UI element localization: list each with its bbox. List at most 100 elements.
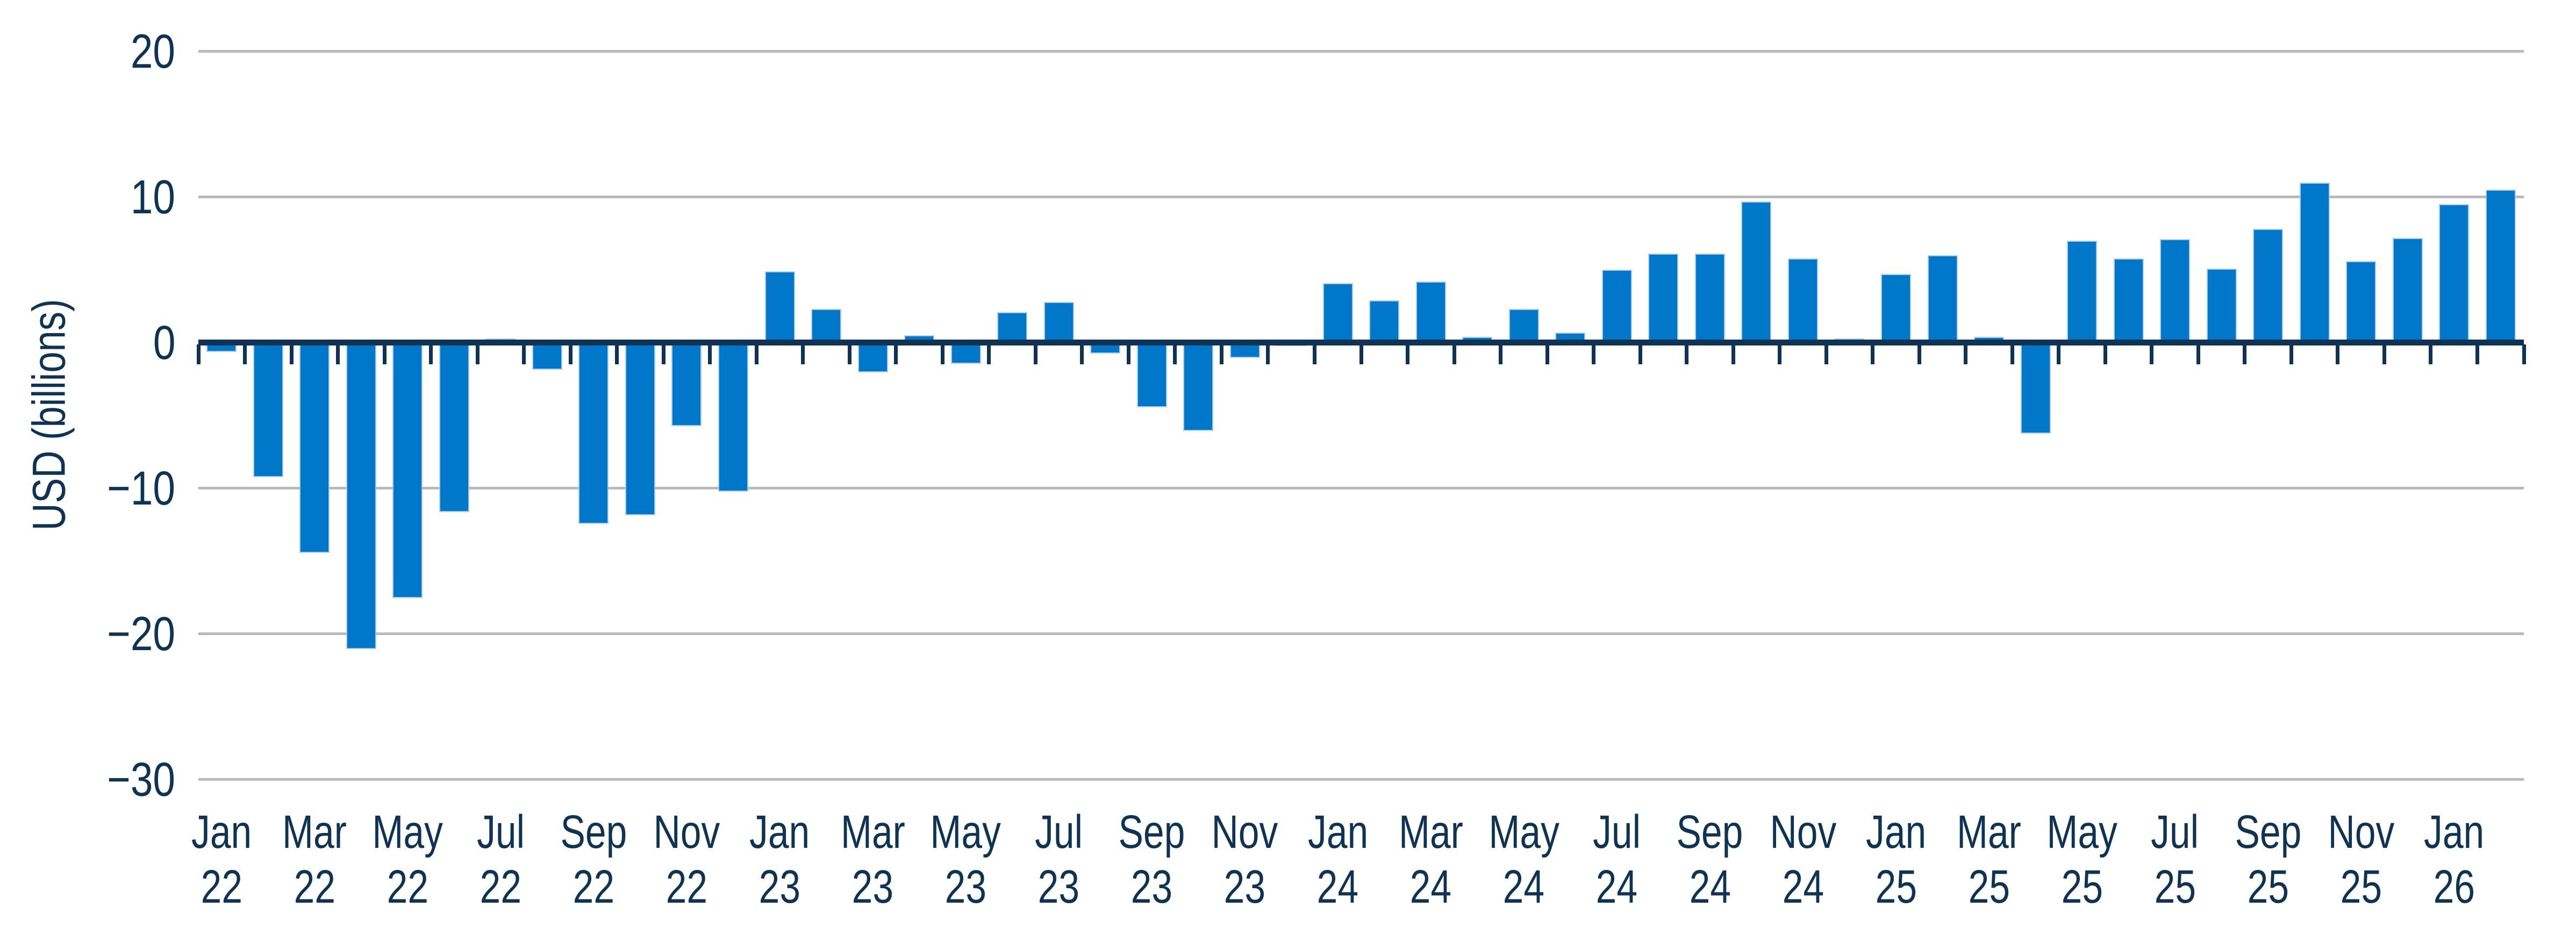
x-axis-tick	[1033, 344, 1037, 364]
x-axis-tick	[2150, 344, 2154, 364]
x-tick-label-Jul-22: Jul 22	[476, 806, 525, 913]
bar-Aug-24	[1648, 254, 1679, 343]
x-tick-label-Jan-24: Jan 24	[1307, 806, 1368, 913]
x-axis-tick	[940, 344, 944, 364]
x-axis-tick	[289, 344, 294, 364]
x-axis-tick	[1545, 344, 1549, 364]
y-tick-label-10: 10	[130, 170, 175, 224]
gridline--10	[198, 486, 2524, 489]
x-axis-tick	[2057, 344, 2061, 364]
bar-May-25	[2067, 241, 2098, 343]
x-axis-tick	[1359, 344, 1363, 364]
x-axis-tick	[1312, 344, 1316, 364]
x-axis-tick	[1964, 344, 1968, 364]
x-axis-tick	[987, 344, 991, 364]
x-axis-tick	[847, 344, 851, 364]
bar-Mar-23	[857, 341, 888, 373]
x-axis-tick	[2289, 344, 2293, 364]
bar-Oct-22	[625, 341, 655, 515]
bar-Jan-26	[2439, 204, 2470, 343]
x-tick-label-Sep-22: Sep 22	[560, 806, 627, 913]
x-axis-tick	[1685, 344, 1689, 364]
x-axis-tick	[2243, 344, 2247, 364]
y-tick-label--30: −30	[107, 752, 175, 806]
bar-Feb-22	[253, 341, 283, 478]
x-axis-tick	[1592, 344, 1596, 364]
x-axis-tick	[801, 344, 805, 364]
x-axis-tick	[243, 344, 247, 364]
y-tick-label-20: 20	[130, 24, 175, 78]
x-axis-tick	[1126, 344, 1130, 364]
x-axis-tick	[1778, 344, 1782, 364]
x-tick-label-Sep-24: Sep 24	[1676, 806, 1743, 913]
bar-Mar-24	[1415, 281, 1446, 343]
x-axis-tick	[2103, 344, 2107, 364]
x-tick-label-Jan-25: Jan 25	[1865, 806, 1927, 913]
x-axis-tick	[2336, 344, 2340, 364]
x-axis-tick	[1871, 344, 1875, 364]
x-tick-label-Sep-23: Sep 23	[1118, 806, 1185, 913]
x-axis-tick	[894, 344, 898, 364]
bar-Apr-25	[2020, 341, 2051, 434]
bar-Aug-25	[2206, 268, 2237, 343]
x-axis-tick	[1731, 344, 1735, 364]
gridline--30	[198, 777, 2524, 781]
x-tick-label-May-24: May 24	[1489, 806, 1559, 913]
x-axis-tick	[1452, 344, 1456, 364]
bar-Feb-26	[2485, 190, 2516, 343]
bar-Oct-24	[1741, 201, 1772, 343]
bar-May-22	[392, 341, 423, 599]
x-axis-tick	[522, 344, 526, 364]
x-axis-tick	[1638, 344, 1642, 364]
x-axis-tick	[2475, 344, 2479, 364]
x-axis-tick	[336, 344, 340, 364]
bar-Apr-22	[346, 341, 376, 650]
bar-May-24	[1508, 309, 1539, 343]
bar-Nov-24	[1787, 258, 1818, 343]
x-axis-tick	[429, 344, 433, 364]
gridline-10	[198, 195, 2524, 198]
x-axis-tick	[475, 344, 480, 364]
x-tick-label-May-25: May 25	[2047, 806, 2117, 913]
bar-Feb-24	[1369, 300, 1400, 343]
bar-Sep-22	[578, 341, 609, 524]
bar-Jun-23	[997, 312, 1028, 343]
x-axis-tick	[568, 344, 573, 364]
x-tick-label-Jan-23: Jan 23	[749, 806, 810, 913]
x-tick-label-Nov-22: Nov 22	[653, 806, 720, 913]
x-tick-label-Jul-24: Jul 24	[1593, 806, 1641, 913]
bar-Nov-22	[671, 341, 702, 427]
bar-Feb-23	[811, 309, 842, 343]
x-tick-label-Nov-23: Nov 23	[1211, 806, 1278, 913]
x-tick-label-Nov-25: Nov 25	[2328, 806, 2395, 913]
bar-Jul-25	[2160, 239, 2191, 343]
zero-axis-line	[198, 339, 2524, 345]
bar-Dec-22	[718, 341, 748, 492]
y-tick-label-0: 0	[153, 315, 175, 369]
x-axis-tick	[1499, 344, 1503, 364]
x-tick-label-Mar-25: Mar 25	[1957, 806, 2021, 913]
x-axis-tick	[1080, 344, 1084, 364]
x-axis-tick	[754, 344, 759, 364]
y-tick-label--10: −10	[107, 461, 175, 515]
x-axis-tick	[708, 344, 712, 364]
x-axis-tick	[1406, 344, 1410, 364]
bar-Sep-23	[1136, 341, 1167, 408]
x-axis-tick	[615, 344, 619, 364]
x-axis-tick	[1824, 344, 1828, 364]
x-axis-tick	[1219, 344, 1223, 364]
bar-Aug-22	[532, 341, 562, 370]
x-axis-tick	[2196, 344, 2200, 364]
bar-Jan-25	[1880, 274, 1911, 343]
bar-Sep-25	[2253, 229, 2284, 343]
bar-Nov-25	[2346, 261, 2377, 343]
x-tick-label-Jul-23: Jul 23	[1035, 806, 1083, 913]
bar-Jul-23	[1043, 301, 1074, 343]
bar-Jul-24	[1601, 270, 1632, 343]
x-axis-tick	[661, 344, 666, 364]
x-axis-tick	[1917, 344, 1921, 364]
x-axis-tick	[2382, 344, 2386, 364]
x-tick-label-Nov-24: Nov 24	[1770, 806, 1836, 913]
x-tick-label-Sep-25: Sep 25	[2235, 806, 2302, 913]
